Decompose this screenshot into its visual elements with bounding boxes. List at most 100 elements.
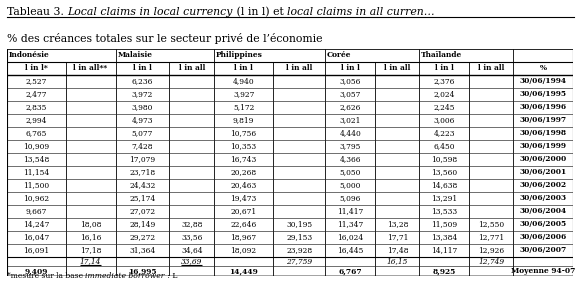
Text: 3,006: 3,006 bbox=[434, 116, 455, 124]
Text: 14,247: 14,247 bbox=[23, 220, 49, 228]
Text: 5,077: 5,077 bbox=[132, 129, 153, 137]
Text: immediate borrower: immediate borrower bbox=[85, 272, 165, 280]
Text: 33,69: 33,69 bbox=[181, 257, 202, 265]
Text: 14,449: 14,449 bbox=[229, 267, 258, 275]
Text: 30/06/1997: 30/06/1997 bbox=[520, 116, 567, 124]
Text: 6,450: 6,450 bbox=[434, 142, 455, 150]
Text: 16,995: 16,995 bbox=[128, 267, 157, 275]
Text: 30/06/2001: 30/06/2001 bbox=[520, 168, 567, 176]
Text: 12,926: 12,926 bbox=[478, 246, 505, 254]
Text: l in l*: l in l* bbox=[25, 64, 48, 72]
Text: 6,236: 6,236 bbox=[132, 77, 153, 85]
Text: 2,376: 2,376 bbox=[434, 77, 455, 85]
Text: 13,384: 13,384 bbox=[431, 233, 458, 241]
Text: 5,096: 5,096 bbox=[340, 194, 361, 202]
Text: 6,765: 6,765 bbox=[26, 129, 47, 137]
Text: Thaïlande: Thaïlande bbox=[421, 51, 462, 59]
Text: 18,092: 18,092 bbox=[231, 246, 257, 254]
Text: 5,000: 5,000 bbox=[340, 181, 361, 189]
Text: 18,967: 18,967 bbox=[231, 233, 257, 241]
Text: 2,477: 2,477 bbox=[26, 90, 47, 98]
Text: 10,909: 10,909 bbox=[23, 142, 49, 150]
Text: 18,08: 18,08 bbox=[80, 220, 102, 228]
Text: 2,527: 2,527 bbox=[26, 77, 47, 85]
Text: 20,671: 20,671 bbox=[231, 207, 257, 215]
Text: *mesure sur la base: *mesure sur la base bbox=[7, 272, 85, 280]
Text: 9,819: 9,819 bbox=[233, 116, 254, 124]
Text: 30/06/1999: 30/06/1999 bbox=[520, 142, 567, 150]
Text: 13,291: 13,291 bbox=[432, 194, 458, 202]
Text: 22,646: 22,646 bbox=[230, 220, 257, 228]
Text: 10,353: 10,353 bbox=[231, 142, 257, 150]
Text: 30/06/2007: 30/06/2007 bbox=[520, 246, 567, 254]
Text: 24,432: 24,432 bbox=[129, 181, 155, 189]
Text: : L: : L bbox=[165, 272, 177, 280]
Text: 17,48: 17,48 bbox=[387, 246, 408, 254]
Text: Indonésie: Indonésie bbox=[9, 51, 49, 59]
Text: 11,417: 11,417 bbox=[337, 207, 364, 215]
Text: 30/06/2005: 30/06/2005 bbox=[520, 220, 567, 228]
Text: 13,28: 13,28 bbox=[387, 220, 408, 228]
Text: 17,079: 17,079 bbox=[129, 155, 155, 163]
Text: 9,409: 9,409 bbox=[24, 267, 48, 275]
Text: 3,057: 3,057 bbox=[340, 90, 361, 98]
Text: 16,024: 16,024 bbox=[337, 233, 364, 241]
Text: 4,223: 4,223 bbox=[434, 129, 455, 137]
Text: 4,940: 4,940 bbox=[233, 77, 255, 85]
Text: %: % bbox=[539, 64, 546, 72]
Text: Corée: Corée bbox=[327, 51, 351, 59]
Text: 31,364: 31,364 bbox=[129, 246, 155, 254]
Text: 16,091: 16,091 bbox=[23, 246, 49, 254]
Text: 16,047: 16,047 bbox=[23, 233, 49, 241]
Text: l in all: l in all bbox=[478, 64, 505, 72]
Text: 10,962: 10,962 bbox=[23, 194, 49, 202]
Text: 27,759: 27,759 bbox=[286, 257, 312, 265]
Text: l in all: l in all bbox=[179, 64, 205, 72]
Text: Tableau 3.: Tableau 3. bbox=[7, 7, 67, 17]
Text: 16,15: 16,15 bbox=[387, 257, 408, 265]
Text: 11,154: 11,154 bbox=[23, 168, 49, 176]
Text: 2,626: 2,626 bbox=[340, 103, 361, 111]
Text: 30/06/2003: 30/06/2003 bbox=[520, 194, 567, 202]
Text: Local claims in local currency: Local claims in local currency bbox=[67, 7, 233, 17]
Text: 5,172: 5,172 bbox=[233, 103, 254, 111]
Text: 17,18: 17,18 bbox=[80, 246, 102, 254]
Text: 2,245: 2,245 bbox=[434, 103, 455, 111]
Text: 11,347: 11,347 bbox=[337, 220, 364, 228]
Text: local claims in all curren…: local claims in all curren… bbox=[287, 7, 434, 17]
Text: 11,500: 11,500 bbox=[23, 181, 49, 189]
Text: 6,767: 6,767 bbox=[339, 267, 362, 275]
Text: 30/06/2006: 30/06/2006 bbox=[520, 233, 567, 241]
Text: 28,149: 28,149 bbox=[129, 220, 155, 228]
Text: 12,550: 12,550 bbox=[478, 220, 505, 228]
Text: 13,548: 13,548 bbox=[23, 155, 49, 163]
Text: 13,533: 13,533 bbox=[432, 207, 458, 215]
Text: 3,795: 3,795 bbox=[340, 142, 361, 150]
Text: 16,16: 16,16 bbox=[80, 233, 102, 241]
Text: Moyenne 94-07: Moyenne 94-07 bbox=[511, 267, 575, 275]
Text: 8,925: 8,925 bbox=[433, 267, 456, 275]
Text: 32,88: 32,88 bbox=[181, 220, 202, 228]
Text: l in l: l in l bbox=[435, 64, 454, 72]
Text: 14,638: 14,638 bbox=[431, 181, 458, 189]
Text: 12,749: 12,749 bbox=[478, 257, 505, 265]
Text: 34,64: 34,64 bbox=[181, 246, 202, 254]
Text: 13,560: 13,560 bbox=[432, 168, 458, 176]
Text: 33,56: 33,56 bbox=[181, 233, 202, 241]
Text: Malaisie: Malaisie bbox=[117, 51, 152, 59]
Text: l in l: l in l bbox=[234, 64, 253, 72]
Text: 30/06/2000: 30/06/2000 bbox=[520, 155, 567, 163]
Text: 10,598: 10,598 bbox=[432, 155, 458, 163]
Text: 12,771: 12,771 bbox=[478, 233, 505, 241]
Text: 3,972: 3,972 bbox=[132, 90, 153, 98]
Text: 2,024: 2,024 bbox=[434, 90, 455, 98]
Text: 29,272: 29,272 bbox=[129, 233, 155, 241]
Text: 4,973: 4,973 bbox=[132, 116, 153, 124]
Text: 3,056: 3,056 bbox=[340, 77, 361, 85]
Text: 20,268: 20,268 bbox=[231, 168, 257, 176]
Text: 27,072: 27,072 bbox=[129, 207, 155, 215]
Text: 25,174: 25,174 bbox=[129, 194, 155, 202]
Text: l in l: l in l bbox=[341, 64, 360, 72]
Text: l in all: l in all bbox=[384, 64, 411, 72]
Text: 7,428: 7,428 bbox=[132, 142, 153, 150]
